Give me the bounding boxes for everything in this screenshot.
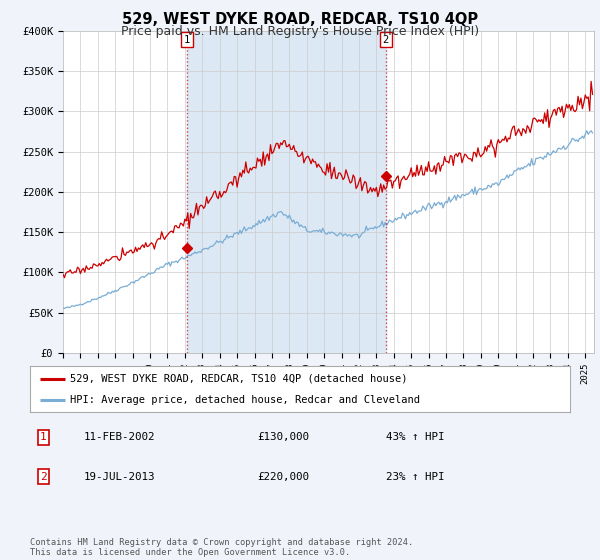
Text: 2: 2: [40, 472, 47, 482]
Text: 1: 1: [40, 432, 47, 442]
Text: 529, WEST DYKE ROAD, REDCAR, TS10 4QP: 529, WEST DYKE ROAD, REDCAR, TS10 4QP: [122, 12, 478, 27]
Text: 19-JUL-2013: 19-JUL-2013: [84, 472, 155, 482]
Text: 1: 1: [184, 35, 190, 45]
Text: £130,000: £130,000: [257, 432, 309, 442]
Text: 43% ↑ HPI: 43% ↑ HPI: [386, 432, 445, 442]
Text: 2: 2: [383, 35, 389, 45]
Text: Contains HM Land Registry data © Crown copyright and database right 2024.
This d: Contains HM Land Registry data © Crown c…: [30, 538, 413, 557]
Text: 529, WEST DYKE ROAD, REDCAR, TS10 4QP (detached house): 529, WEST DYKE ROAD, REDCAR, TS10 4QP (d…: [71, 374, 408, 384]
Bar: [187, 31, 386, 353]
Text: Price paid vs. HM Land Registry's House Price Index (HPI): Price paid vs. HM Land Registry's House …: [121, 25, 479, 38]
Text: HPI: Average price, detached house, Redcar and Cleveland: HPI: Average price, detached house, Redc…: [71, 395, 421, 405]
Text: £220,000: £220,000: [257, 472, 309, 482]
Text: 11-FEB-2002: 11-FEB-2002: [84, 432, 155, 442]
Text: 23% ↑ HPI: 23% ↑ HPI: [386, 472, 445, 482]
